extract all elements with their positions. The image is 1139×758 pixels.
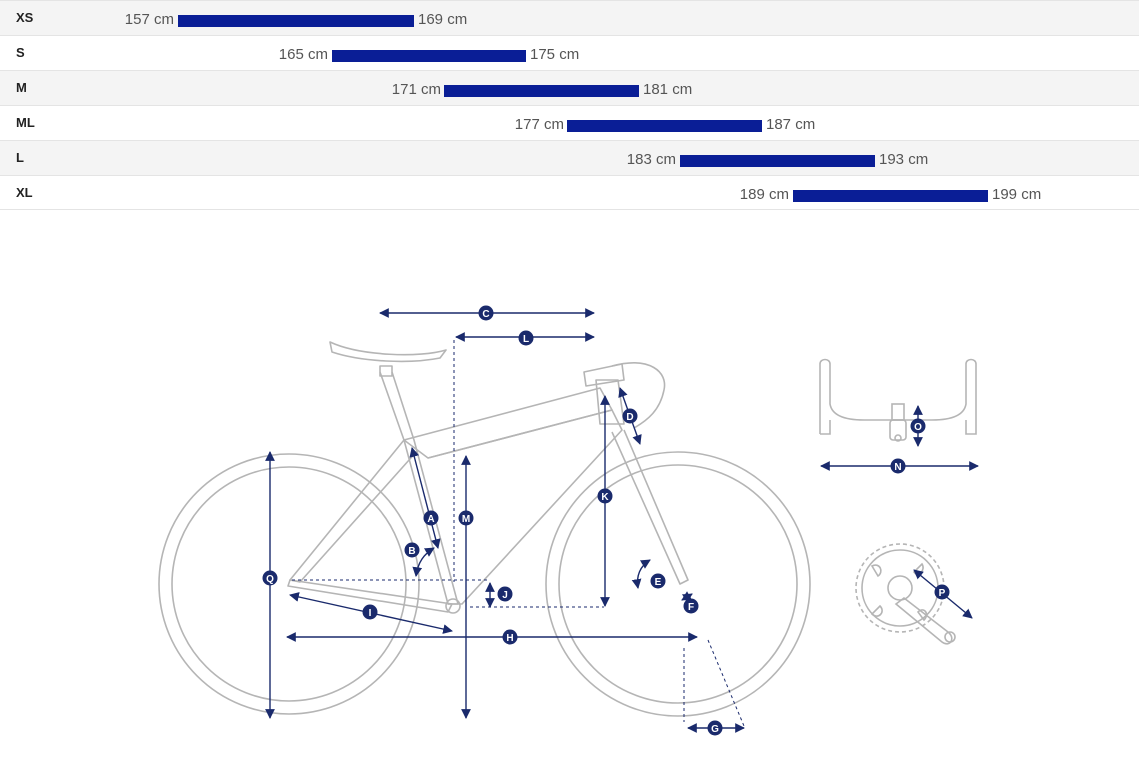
range-max: 193 cm: [879, 151, 929, 168]
marker-e: E: [650, 573, 666, 589]
range-min: 165 cm: [278, 46, 328, 63]
size-row-m: M 171 cm 181 cm: [0, 70, 1139, 105]
svg-text:F: F: [688, 602, 694, 613]
marker-n: N: [890, 458, 906, 474]
size-row-s: S 165 cm 175 cm: [0, 35, 1139, 70]
svg-text:J: J: [502, 590, 508, 601]
range-bar: [567, 120, 762, 132]
svg-text:C: C: [482, 309, 489, 320]
size-label: ML: [16, 115, 35, 130]
range-min: 183 cm: [626, 151, 676, 168]
measurement-arrows: [265, 308, 745, 733]
range-min: 171 cm: [391, 81, 441, 98]
svg-text:N: N: [894, 462, 901, 473]
svg-text:I: I: [369, 608, 372, 619]
range-max: 187 cm: [766, 116, 816, 133]
svg-text:M: M: [462, 514, 470, 525]
rear-wheel: [158, 453, 420, 715]
size-chart: XS 157 cm 169 cm S 165 cm 175 cm M 171 c…: [0, 0, 1139, 210]
svg-text:B: B: [408, 546, 415, 557]
range-max: 175 cm: [530, 46, 580, 63]
range-max: 181 cm: [643, 81, 693, 98]
range-bar: [444, 85, 639, 97]
marker-g: G: [707, 720, 723, 736]
size-label: S: [16, 45, 25, 60]
marker-i: I: [362, 604, 378, 620]
svg-text:D: D: [626, 412, 633, 423]
marker-o: O: [910, 418, 926, 434]
svg-text:Q: Q: [266, 574, 274, 585]
svg-text:K: K: [601, 492, 609, 503]
bike-frame: [287, 341, 689, 614]
size-label: L: [16, 150, 24, 165]
marker-h: H: [502, 629, 518, 645]
size-label: XL: [16, 185, 33, 200]
marker-f: F: [683, 598, 699, 614]
range-min: 157 cm: [124, 11, 174, 28]
front-wheel: [545, 451, 811, 717]
range-max: 199 cm: [992, 186, 1042, 203]
range-bar: [332, 50, 526, 62]
marker-b: B: [404, 542, 420, 558]
reference-lines: [292, 340, 745, 727]
marker-m: M: [458, 510, 474, 526]
size-label: XS: [16, 10, 34, 25]
marker-k: K: [597, 488, 613, 504]
range-bar: [178, 15, 414, 27]
size-row-ml: ML 177 cm 187 cm: [0, 105, 1139, 140]
svg-text:A: A: [427, 514, 434, 525]
range-bar: [793, 190, 988, 202]
bike-geometry-diagram: C L D K A M B E Q J F I H G O N P: [158, 305, 979, 736]
size-row-xs: XS 157 cm 169 cm: [0, 0, 1139, 35]
marker-c: C: [478, 305, 494, 321]
range-min: 189 cm: [739, 186, 789, 203]
range-max: 169 cm: [418, 11, 468, 28]
marker-a: A: [423, 510, 439, 526]
marker-l: L: [518, 330, 534, 346]
geometry-markers: C L D K A M B E Q J F I H G O N P: [262, 305, 950, 736]
handlebar-detail: [819, 358, 977, 442]
range-min: 177 cm: [514, 116, 564, 133]
svg-text:O: O: [914, 422, 922, 433]
range-bar: [680, 155, 875, 167]
marker-d: D: [622, 408, 638, 424]
marker-p: P: [934, 584, 950, 600]
svg-text:H: H: [506, 633, 513, 644]
svg-text:G: G: [711, 724, 719, 735]
svg-text:L: L: [523, 334, 529, 345]
size-label: M: [16, 80, 27, 95]
size-row-xl: XL 189 cm 199 cm: [0, 175, 1139, 210]
marker-q: Q: [262, 570, 278, 586]
svg-text:E: E: [655, 577, 662, 588]
size-row-l: L 183 cm 193 cm: [0, 140, 1139, 175]
marker-j: J: [497, 586, 513, 602]
svg-text:P: P: [939, 588, 946, 599]
